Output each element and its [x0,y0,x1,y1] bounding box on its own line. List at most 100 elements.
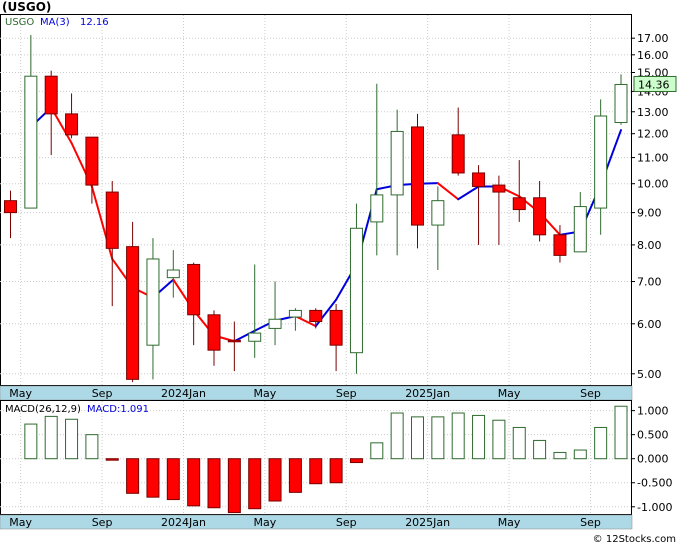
x-axis-label: Sep [580,387,601,400]
candle-body [248,332,262,342]
x-axis-label: Sep [92,387,113,400]
price-y-tick-label: 16.00 [637,49,669,62]
candle [85,136,99,204]
candle-body [268,318,282,329]
candle-body [146,258,160,346]
candle-body [512,197,526,211]
x-axis-label: 2024Jan [161,516,206,529]
candle-body [105,191,119,249]
price-y-tick-label: 9.00 [637,207,662,220]
candle-body [44,75,58,115]
macd-bar [126,458,140,494]
macd-bar [44,415,58,460]
candle-body [309,309,323,323]
macd-bar [573,449,587,460]
macd-legend-value: MACD:1.091 [87,404,149,415]
candle [227,321,241,372]
candle-body [472,172,486,187]
ma-segment [233,329,256,343]
candle-body [166,269,180,279]
macd-bar [166,458,180,501]
candle [431,186,445,271]
macd-bar [309,458,323,485]
candle-body [85,136,99,186]
candle-body [4,200,17,214]
candle [594,99,608,235]
candle [329,303,343,372]
candle [166,250,180,298]
macd-bar [390,412,404,460]
macd-bar [329,458,343,484]
candle [390,109,404,256]
candle [512,160,526,222]
candle-body [329,309,343,346]
price-y-tick-label: 11.00 [637,152,669,165]
macd-bar [553,451,567,460]
candle-body [24,75,38,209]
candle-body [126,246,140,380]
candle-body [492,184,506,193]
price-y-tick-label: 10.00 [637,178,669,191]
candle-body [553,234,567,256]
x-axis-label: May [498,516,521,529]
x-axis-label: May [9,516,32,529]
candle-body [65,113,79,136]
macd-bar [472,414,486,460]
price-y-tick-label: 7.00 [637,276,662,289]
macd-bar [105,458,119,461]
price-y-tick-label: 5.00 [637,368,662,381]
macd-y-tick-label: -0.500 [637,477,672,490]
price-gridlines [0,15,631,385]
candle [349,203,363,374]
price-y-tick-label: 12.00 [637,128,669,141]
macd-bar [24,423,38,460]
x-axis-label: Sep [336,516,357,529]
candle-body [207,314,221,351]
macd-bar [207,458,221,509]
macd-bar [349,458,363,464]
candle-body [431,200,445,226]
candle-body [533,197,547,236]
candlesticks [4,34,628,383]
macd-bar [268,458,282,502]
macd-legend-label: MACD(26,12,9) [5,404,81,415]
candle [492,175,506,245]
macd-bars [24,405,628,514]
x-axis-top: May Sep 2024Jan May Sep 2025Jan May Sep [9,387,601,400]
candle [573,192,587,253]
ma-segment [457,185,480,201]
macd-bar [451,412,465,460]
macd-bar [65,418,79,460]
candle [309,308,323,329]
x-axis-label: May [254,387,277,400]
candle [4,190,17,239]
macd-bar [411,416,424,460]
candle-body [594,115,608,209]
x-axis-label: 2025Jan [405,387,450,400]
x-axis-label: 2025Jan [405,516,450,529]
candle [146,238,160,380]
candle-body [349,227,363,354]
x-axis-label: Sep [92,516,113,529]
ma-segment [436,182,460,201]
macd-bar [614,405,628,460]
chart-title: (USGO) [2,0,51,14]
candle [614,74,628,125]
candle [370,83,384,256]
candle [472,165,486,245]
macd-bar [431,416,445,460]
macd-bar [594,426,608,460]
price-y-axis: 5.00 6.00 7.00 8.00 9.00 10.00 11.00 12.00 13.00… [631,32,669,381]
candle [451,107,465,176]
macd-bar [187,458,201,507]
candle-body [614,83,628,124]
watermark: © 12Stocks.com [593,534,676,545]
macd-bar [533,439,547,460]
x-axis-label: Sep [336,387,357,400]
candle-body [451,134,465,174]
candle-body [390,130,404,196]
x-axis-label: May [254,516,277,529]
candle [24,34,38,209]
price-legend-symbol: USGO [5,17,34,28]
